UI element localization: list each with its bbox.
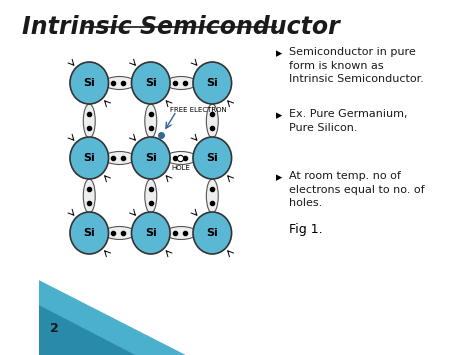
Text: Ex. Pure Germanium,
Pure Silicon.: Ex. Pure Germanium, Pure Silicon. [289,109,407,133]
Text: FREE ELECTRON: FREE ELECTRON [170,107,227,113]
Circle shape [193,62,232,104]
Text: Si: Si [145,78,156,88]
Text: Si: Si [206,228,218,238]
Text: Si: Si [206,153,218,163]
Circle shape [70,137,109,179]
Ellipse shape [165,226,197,240]
Ellipse shape [104,152,135,164]
Text: Si: Si [83,153,95,163]
Ellipse shape [145,104,157,138]
Text: Fig 1.: Fig 1. [289,223,322,236]
Text: Semiconductor in pure
form is known as
Intrinsic Semiconductor.: Semiconductor in pure form is known as I… [289,47,423,84]
Circle shape [70,62,109,104]
Circle shape [131,137,170,179]
Text: HOLE: HOLE [172,165,191,171]
Text: ▸: ▸ [276,47,282,60]
Text: Intrinsic Semiconductor: Intrinsic Semiconductor [22,15,340,39]
Ellipse shape [104,76,135,89]
Text: ▸: ▸ [276,109,282,122]
Text: ▸: ▸ [276,171,282,184]
Text: 2: 2 [50,322,58,335]
Circle shape [131,62,170,104]
Text: Si: Si [145,228,156,238]
Text: Si: Si [206,78,218,88]
Circle shape [70,212,109,254]
Ellipse shape [104,226,135,240]
Circle shape [131,212,170,254]
Text: Si: Si [145,153,156,163]
Text: At room temp. no of
electrons equal to no. of
holes.: At room temp. no of electrons equal to n… [289,171,424,208]
Ellipse shape [165,76,197,89]
Ellipse shape [83,179,95,213]
Circle shape [193,137,232,179]
Text: Si: Si [83,78,95,88]
Ellipse shape [206,179,218,213]
Ellipse shape [165,152,197,164]
Ellipse shape [83,104,95,138]
Ellipse shape [206,104,218,138]
Polygon shape [39,280,186,355]
Text: Si: Si [83,228,95,238]
Polygon shape [39,305,135,355]
Ellipse shape [145,179,157,213]
Circle shape [193,212,232,254]
